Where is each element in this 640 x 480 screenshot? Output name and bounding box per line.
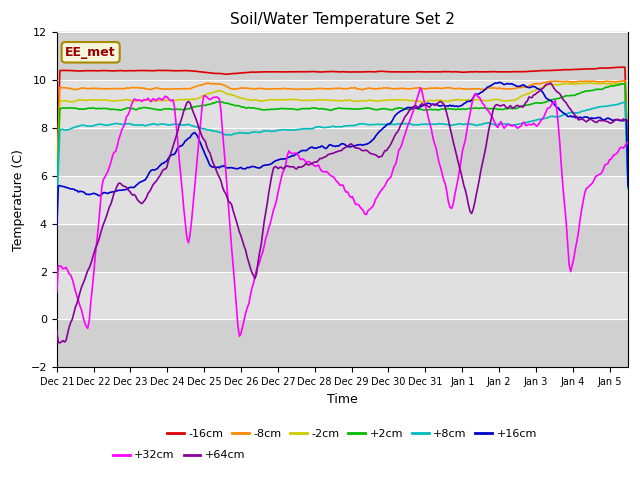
Bar xyxy=(57,272,628,320)
Bar xyxy=(57,320,628,367)
Text: EE_met: EE_met xyxy=(65,46,116,59)
Bar xyxy=(57,176,628,224)
Bar xyxy=(57,224,628,272)
Legend: -16cm, -8cm, -2cm, +2cm, +8cm, +16cm: -16cm, -8cm, -2cm, +2cm, +8cm, +16cm xyxy=(163,424,541,443)
Y-axis label: Temperature (C): Temperature (C) xyxy=(12,149,25,251)
Bar xyxy=(57,32,628,80)
Legend: +32cm, +64cm: +32cm, +64cm xyxy=(109,446,250,465)
Bar xyxy=(57,80,628,128)
Bar xyxy=(57,128,628,176)
X-axis label: Time: Time xyxy=(327,393,358,406)
Title: Soil/Water Temperature Set 2: Soil/Water Temperature Set 2 xyxy=(230,12,455,27)
